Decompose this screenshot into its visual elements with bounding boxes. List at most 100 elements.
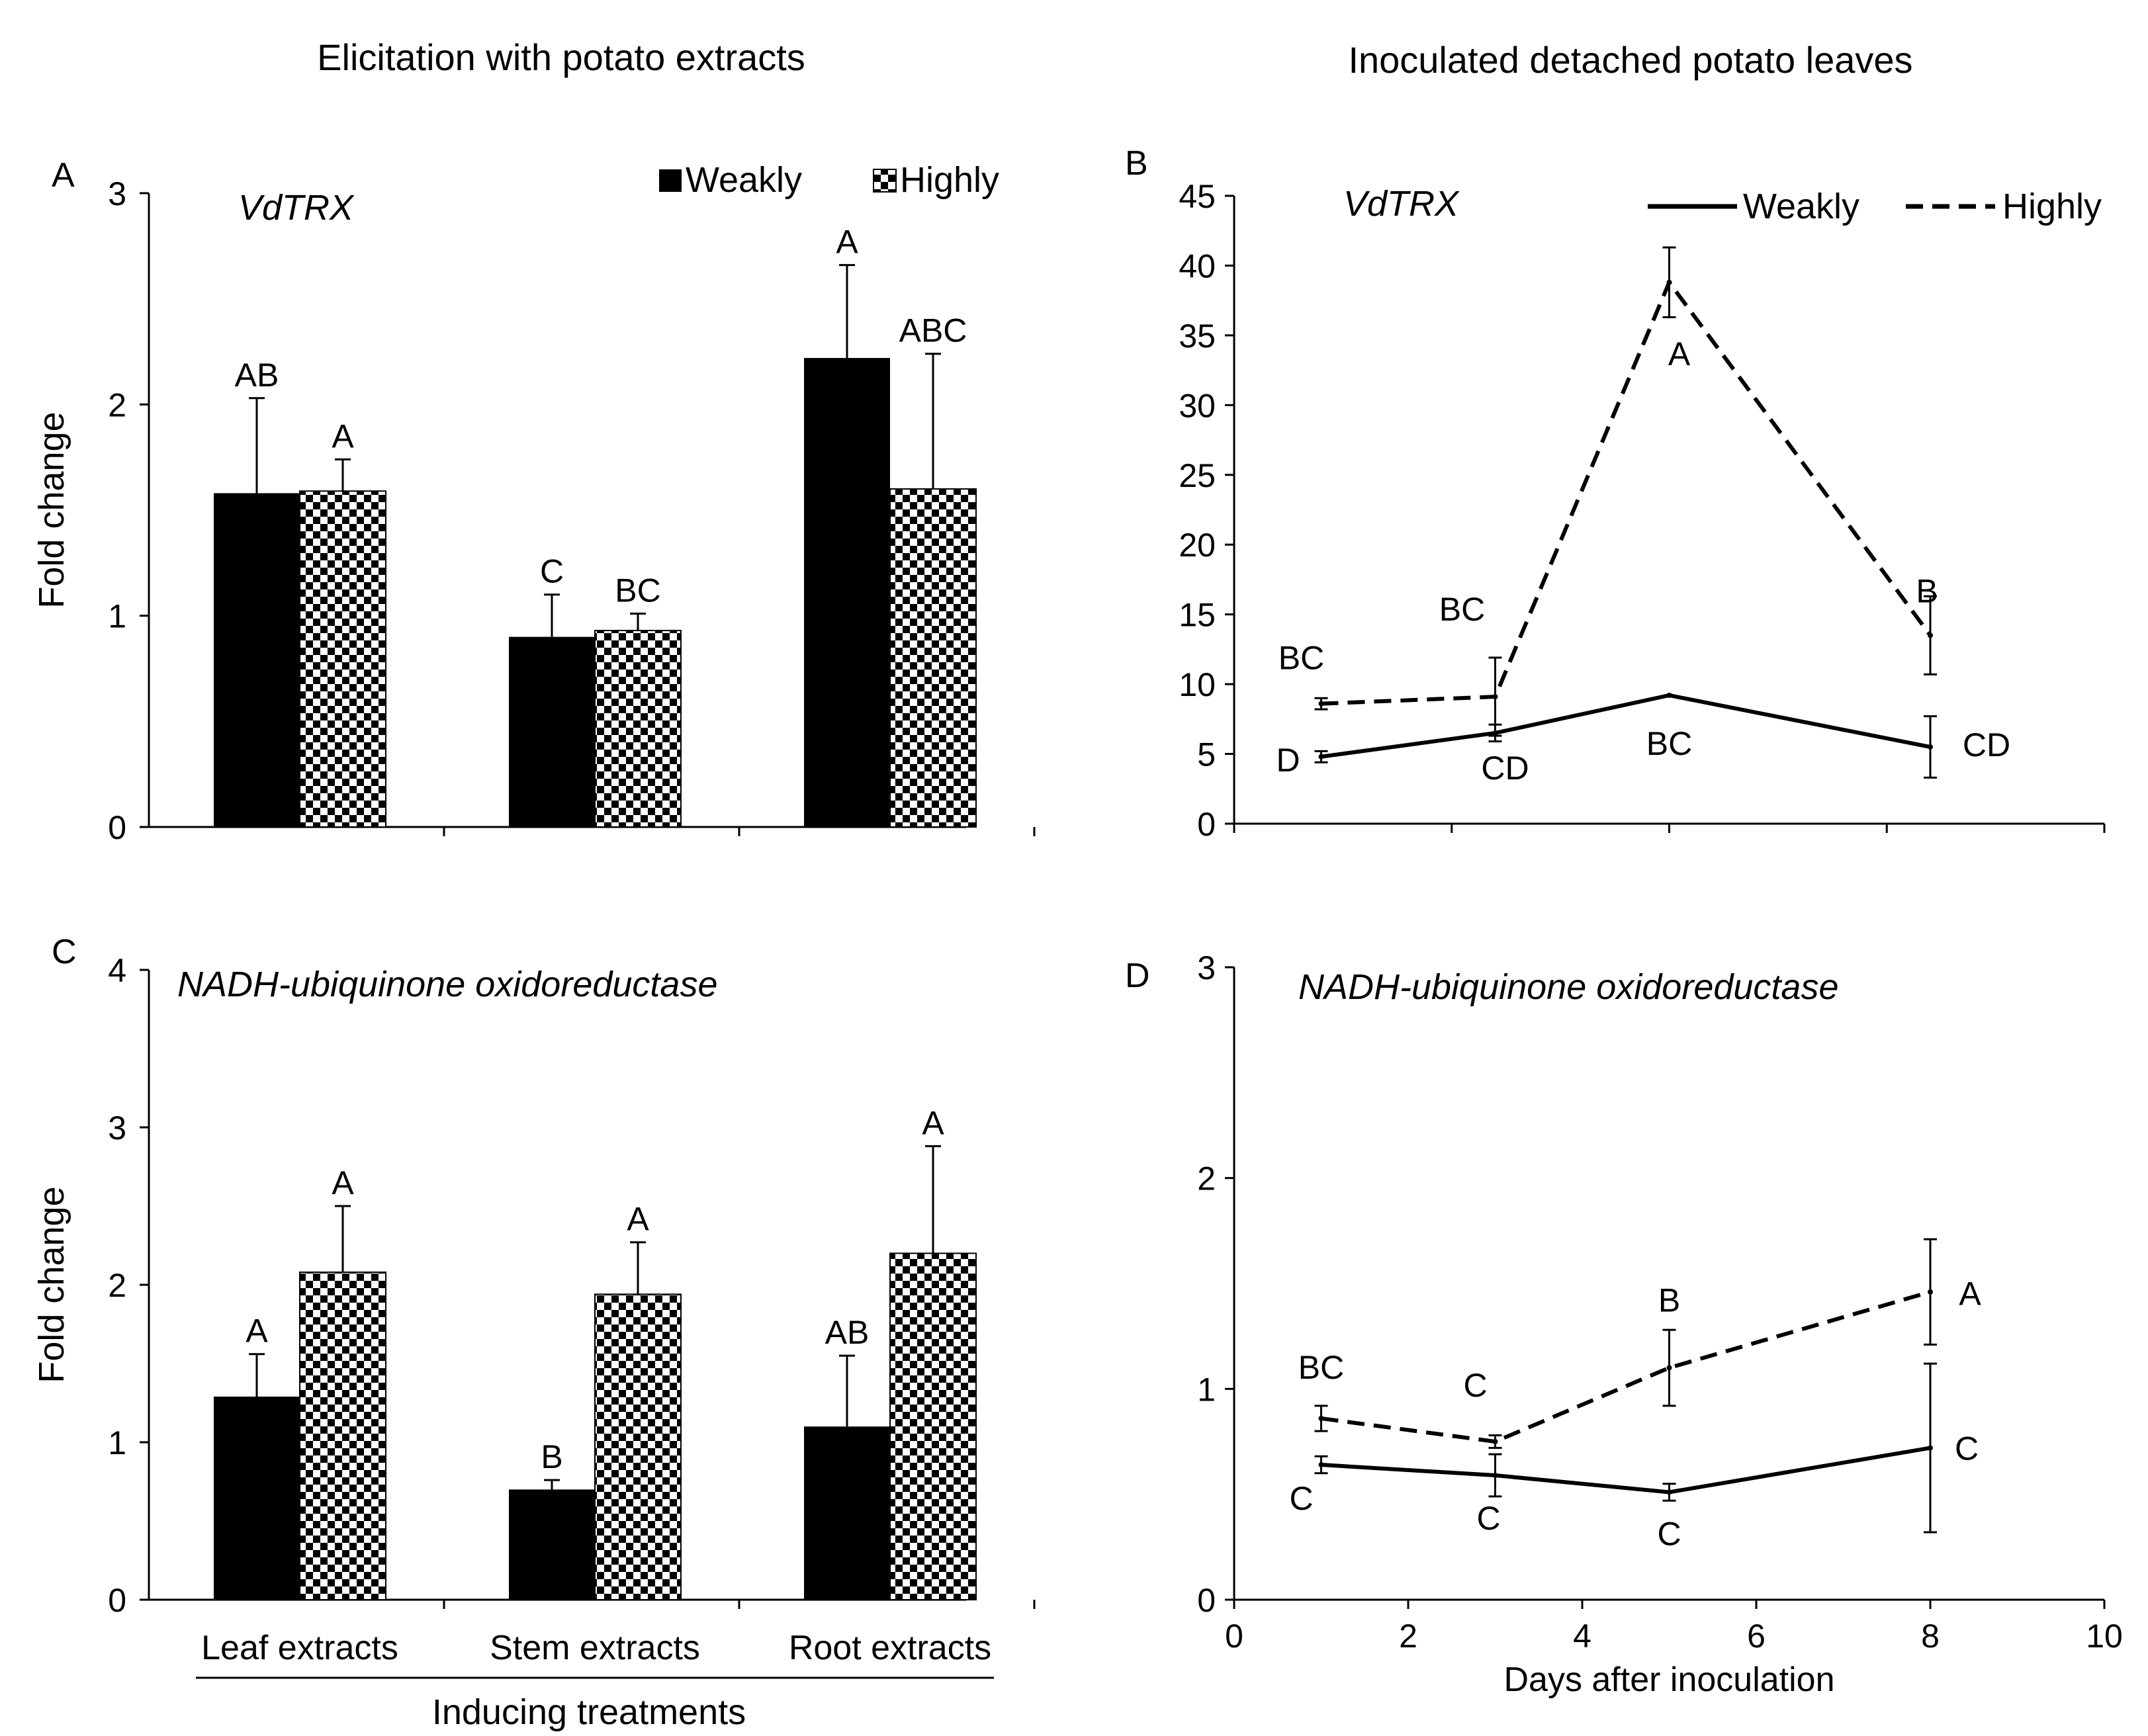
significance-letter: A xyxy=(332,1164,354,1201)
x-tick-label: 6 xyxy=(1747,1618,1766,1655)
y-tick-label: 20 xyxy=(1179,527,1216,564)
series-line-highly xyxy=(1321,1289,1931,1444)
series-line-highly xyxy=(1321,278,1932,706)
x-axis-label: Inducing treatments xyxy=(432,1692,746,1732)
y-tick-label: 15 xyxy=(1179,597,1216,634)
panel-letter: B xyxy=(1125,144,1148,183)
bar-weakly-leaf-extracts xyxy=(214,493,300,827)
significance-letter: C xyxy=(1476,1500,1500,1537)
y-tick-label: 3 xyxy=(108,175,126,212)
panel-d: 0 1 2 3 0 2 4 6 8 10 C C C C BC C B A Days after inoculati… xyxy=(1125,949,2123,1699)
bar-highly-root-extracts xyxy=(889,488,977,828)
y-tick-label: 1 xyxy=(1197,1371,1216,1408)
y-tick-label: 0 xyxy=(108,1582,126,1619)
x-category-label: Root extracts xyxy=(789,1629,991,1667)
significance-letter: A xyxy=(332,417,354,455)
legend-swatch-weakly xyxy=(659,169,682,192)
header-left: Elicitation with potato extracts xyxy=(317,36,805,78)
y-tick-label: 2 xyxy=(1197,1160,1216,1197)
significance-letter: D xyxy=(1276,742,1300,779)
panel-letter: D xyxy=(1125,957,1150,995)
legend-label-weakly: Weakly xyxy=(1743,187,1859,226)
x-tick-label: 4 xyxy=(1573,1618,1591,1655)
significance-letter: BC xyxy=(1439,591,1485,628)
significance-letter: C xyxy=(1289,1480,1313,1517)
y-tick-label: 2 xyxy=(108,386,126,423)
y-tick-label: 25 xyxy=(1179,457,1216,494)
y-tick-label: 0 xyxy=(1197,806,1216,843)
header-right: Inoculated detached potato leaves xyxy=(1348,39,1912,81)
panel-letter: A xyxy=(52,156,75,195)
gene-title: VdTRX xyxy=(1343,184,1460,224)
legend-swatch-highly xyxy=(873,169,897,193)
y-tick-label: 10 xyxy=(1179,666,1216,703)
y-tick-label: 35 xyxy=(1179,318,1216,355)
legend-label-weakly: Weakly xyxy=(686,160,802,200)
legend-label-highly: Highly xyxy=(2002,187,2102,226)
bar-highly-root-extracts xyxy=(889,1252,977,1600)
y-tick-label: 45 xyxy=(1179,178,1216,215)
significance-letter: A xyxy=(1959,1276,1981,1313)
significance-letter: C xyxy=(1657,1515,1681,1552)
y-tick-label: 40 xyxy=(1179,247,1216,284)
significance-letter: BC xyxy=(615,572,660,609)
bar-highly-leaf-extracts xyxy=(299,490,386,828)
bar-highly-stem-extracts xyxy=(594,630,682,828)
significance-letter: BC xyxy=(1298,1349,1344,1386)
significance-letter: AB xyxy=(825,1314,870,1351)
panel-c: 0 1 2 3 4 A A Leaf extracts B A Stem extracts AB A Ro… xyxy=(32,933,1036,1732)
x-tick-label: 0 xyxy=(1225,1618,1243,1655)
y-tick-label: 5 xyxy=(1197,736,1216,773)
legend-label-highly: Highly xyxy=(900,160,999,200)
gene-title: VdTRX xyxy=(238,188,355,228)
y-tick-label: 0 xyxy=(108,809,126,846)
significance-letter: CD xyxy=(1481,750,1529,787)
panel-letter: C xyxy=(52,933,77,971)
data-point xyxy=(1666,692,1672,698)
x-tick-label: 10 xyxy=(2086,1618,2123,1655)
bar-weakly-stem-extracts xyxy=(509,1489,595,1600)
x-category-label: Stem extracts xyxy=(490,1629,700,1667)
significance-letter: A xyxy=(836,224,858,261)
series-line-weakly xyxy=(1321,693,1931,759)
x-tick-label: 8 xyxy=(1921,1618,1940,1655)
y-tick-label: 4 xyxy=(108,952,126,989)
y-axis-label: Fold change xyxy=(32,1186,71,1383)
x-tick-label: 2 xyxy=(1399,1618,1417,1655)
gene-title: NADH-ubiquinone oxidoreductase xyxy=(1298,967,1839,1007)
bar-weakly-leaf-extracts xyxy=(214,1396,300,1600)
gene-title: NADH-ubiquinone oxidoreductase xyxy=(177,965,718,1004)
significance-letter: B xyxy=(541,1438,562,1475)
y-tick-label: 30 xyxy=(1179,387,1216,424)
significance-letter: BC xyxy=(1646,725,1692,762)
bar-highly-stem-extracts xyxy=(594,1293,682,1601)
y-tick-label: 0 xyxy=(1197,1582,1216,1619)
significance-letter: CD xyxy=(1963,726,2010,763)
panel-b: 0 5 10 15 20 25 30 35 40 45 D CD BC CD BC BC A B B VdTRX Wea… xyxy=(1125,144,2106,843)
series-line-weakly xyxy=(1321,1446,1931,1495)
significance-letter: C xyxy=(1463,1367,1487,1404)
y-tick-label: 2 xyxy=(108,1267,126,1304)
significance-letter: C xyxy=(540,553,564,590)
bar-weakly-root-extracts xyxy=(804,1426,890,1600)
significance-letter: C xyxy=(1955,1430,1979,1467)
bar-weakly-stem-extracts xyxy=(509,636,595,827)
x-axis-label: Days after inoculation xyxy=(1503,1661,1834,1699)
significance-letter: AB xyxy=(235,357,279,394)
bar-weakly-root-extracts xyxy=(804,358,890,827)
y-tick-label: 1 xyxy=(108,1424,126,1461)
significance-letter: B xyxy=(1916,572,1938,609)
significance-letter: A xyxy=(1668,335,1691,372)
significance-letter: ABC xyxy=(899,312,967,349)
panel-a: 0 1 2 3 AB A C BC A ABC Fold change A VdTRX Weakly Hig… xyxy=(32,156,1036,846)
bar-highly-leaf-extracts xyxy=(299,1271,386,1600)
significance-letter: A xyxy=(627,1201,649,1238)
x-category-label: Leaf extracts xyxy=(201,1629,398,1667)
y-tick-label: 3 xyxy=(1197,949,1216,986)
y-tick-label: 1 xyxy=(108,598,126,635)
significance-letter: A xyxy=(922,1105,944,1142)
significance-letter: BC xyxy=(1278,640,1324,677)
significance-letter: B xyxy=(1658,1281,1680,1319)
y-tick-label: 3 xyxy=(108,1109,126,1147)
